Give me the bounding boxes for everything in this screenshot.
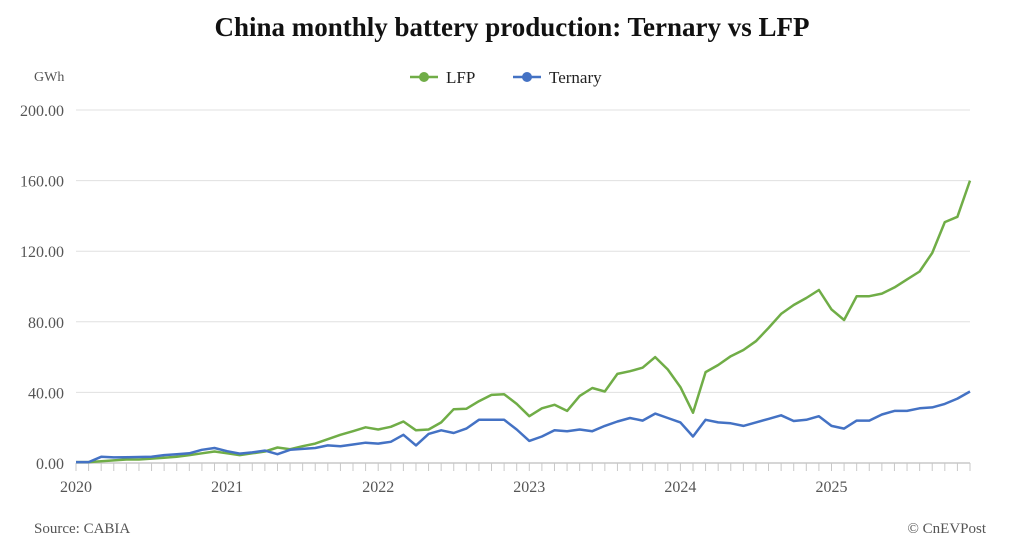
legend-label-lfp: LFP [446, 68, 475, 87]
x-tick-label: 2022 [362, 479, 394, 496]
y-tick-label: 0.00 [36, 456, 64, 473]
x-tick-label: 2020 [60, 479, 92, 496]
series-line-lfp [76, 180, 972, 464]
credit-note: © CnEVPost [907, 521, 987, 537]
x-tick-label: 2025 [815, 479, 847, 496]
y-tick-label: 40.00 [28, 385, 64, 402]
y-tick-label: 120.00 [20, 244, 64, 261]
source-note: Source: CABIA [34, 521, 131, 537]
x-tick-label: 2024 [664, 479, 696, 496]
legend-marker-lfp [419, 72, 429, 82]
y-tick-label: 200.00 [20, 103, 64, 120]
chart-title: China monthly battery production: Ternar… [214, 12, 810, 42]
legend-label-ternary: Ternary [549, 68, 602, 87]
legend-marker-ternary [522, 72, 532, 82]
series-line-ternary [76, 390, 971, 464]
x-tick-label: 2021 [211, 479, 243, 496]
y-tick-label: 160.00 [20, 174, 64, 191]
y-axis-unit: GWh [34, 70, 65, 85]
y-tick-label: 80.00 [28, 315, 64, 332]
x-tick-label: 2023 [513, 479, 545, 496]
